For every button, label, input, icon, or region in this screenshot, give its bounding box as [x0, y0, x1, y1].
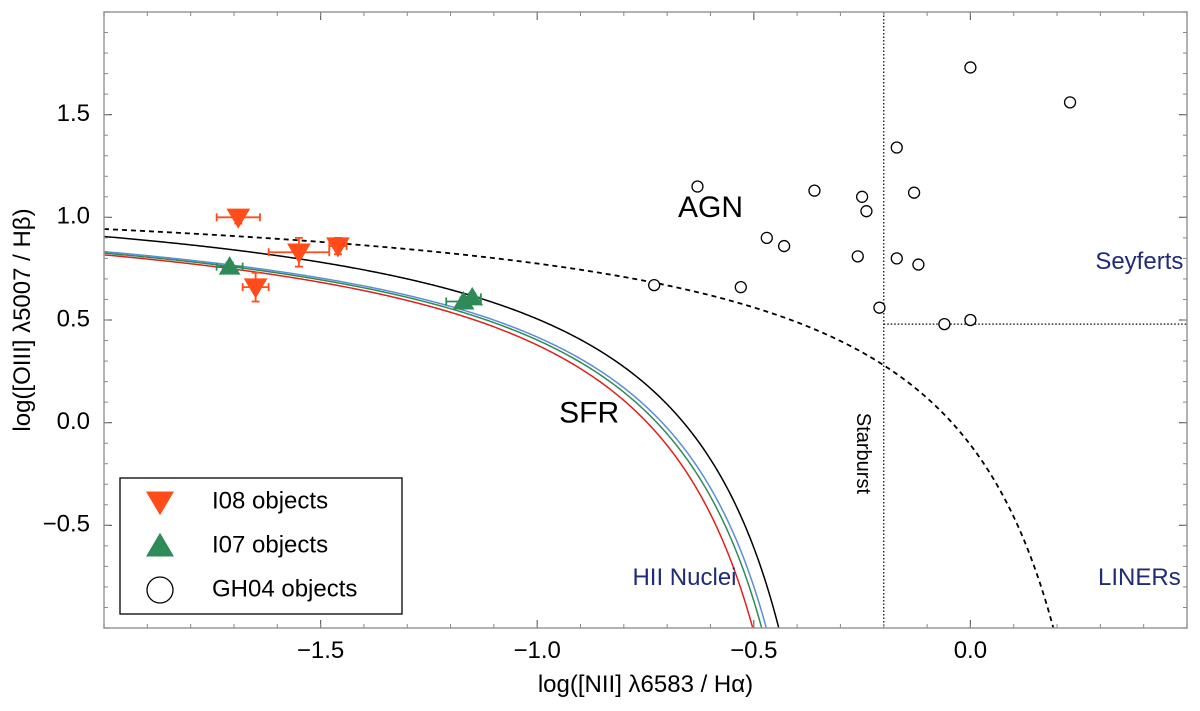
legend-label: GH04 objects [212, 575, 357, 602]
series-triangle-down [215, 208, 350, 303]
y-tick-label: 1.0 [57, 203, 90, 230]
data-point-gh04 [964, 313, 977, 327]
legend-marker-gh04 [146, 576, 174, 604]
data-point-gh04 [938, 317, 951, 331]
data-point-gh04 [855, 190, 869, 203]
data-point-i08 [326, 237, 350, 258]
data-point-gh04 [890, 141, 903, 154]
data-point-gh04 [777, 239, 791, 253]
data-point-gh04 [691, 180, 704, 193]
data-point-gh04 [873, 301, 886, 314]
series-circle-open [648, 61, 1077, 331]
data-point-i08 [287, 243, 311, 264]
legend: I08 objects I07 objects GH04 objects [119, 477, 403, 615]
annotation-agn: AGN [678, 191, 743, 224]
data-point-i07 [461, 286, 484, 306]
annotation-liners: LINERs [1098, 564, 1181, 591]
data-point-gh04 [890, 252, 903, 265]
data-point-gh04 [760, 231, 773, 245]
annotation-seyferts: Seyferts [1095, 248, 1183, 275]
legend-marker-i07 [146, 532, 174, 557]
data-point-gh04 [808, 184, 821, 197]
annotation-hii-nuclei: HII Nuclei [632, 564, 736, 591]
data-point-gh04 [1063, 96, 1077, 109]
x-tick-label: −0.5 [730, 637, 777, 664]
series-triangle-up [215, 256, 484, 310]
data-point-gh04 [964, 61, 977, 74]
demarcation-curve-solid [104, 235, 780, 628]
x-axis-label: log([NII] λ6583 / Hα) [538, 671, 753, 698]
y-tick-label: 0.0 [57, 408, 90, 435]
legend-label: I07 objects [212, 531, 328, 558]
data-point-gh04 [860, 205, 873, 218]
annotation-sfr: SFR [559, 396, 619, 429]
data-point-gh04 [907, 186, 921, 199]
annotation-starburst: Starburst [852, 413, 874, 495]
data-point-gh04 [912, 258, 925, 271]
y-tick-label: 0.5 [57, 305, 90, 332]
data-point-i07 [218, 256, 241, 275]
axes: AGN SFR Starburst HII Nuclei Seyferts LINERs −… [9, 11, 1188, 698]
x-tick-label: −1.0 [514, 637, 561, 664]
y-tick-label: 1.5 [57, 100, 90, 127]
data-point-gh04 [734, 280, 747, 294]
legend-label: I08 objects [212, 487, 328, 514]
x-tick-label: 0.0 [954, 637, 987, 664]
data-point-gh04 [851, 250, 864, 263]
y-tick-label: −0.5 [43, 511, 90, 538]
demarcation-curve-dashed [104, 228, 1055, 628]
x-tick-label: −1.5 [297, 637, 344, 664]
y-axis-label: log([OIII] λ5007 / Hβ) [9, 208, 36, 431]
legend-marker-i08 [146, 491, 174, 516]
data-point-i08 [226, 208, 251, 229]
data-point-i08 [243, 278, 268, 299]
plot-area [104, 12, 1187, 628]
data-point-gh04 [648, 278, 661, 292]
